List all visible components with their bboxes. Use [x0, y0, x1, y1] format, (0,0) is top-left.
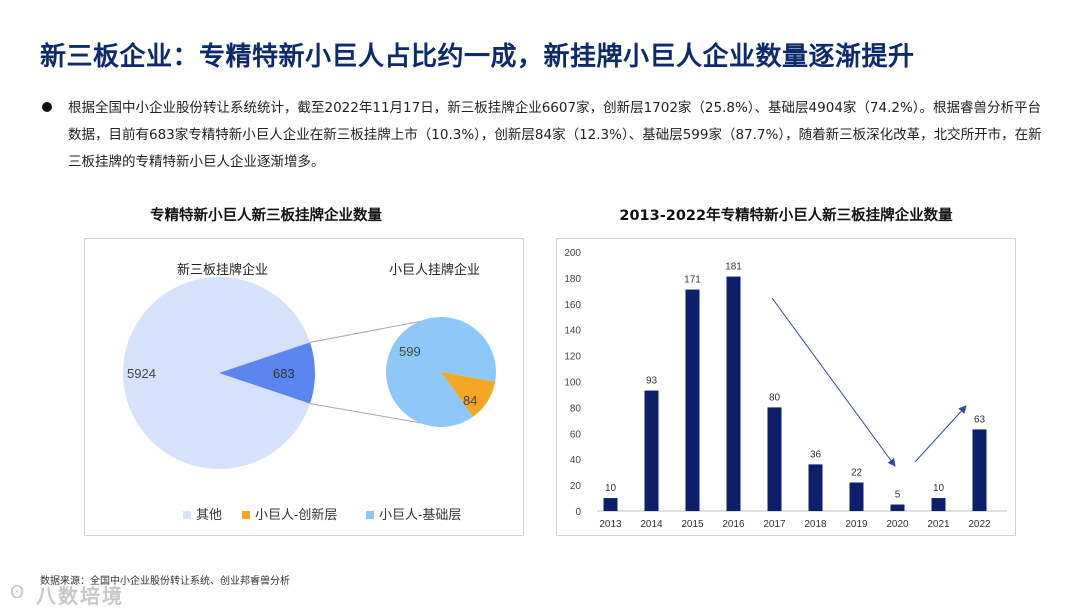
- y-tick-label: 60: [570, 429, 582, 440]
- bar-value-label: 36: [810, 449, 822, 460]
- bar: [644, 390, 659, 511]
- bar: [685, 289, 700, 511]
- bar-value-label: 10: [933, 483, 945, 494]
- x-tick-label: 2020: [886, 519, 909, 530]
- bar-value-label: 63: [974, 414, 986, 425]
- bullet-paragraph: 根据全国中小企业股份转让系统统计，截至2022年11月17日，新三板挂牌企业66…: [42, 95, 1052, 176]
- bar-chart-svg: 0 20 40 60 80 100 120 140 160 180 200 10 2013 93 2014 1…: [564, 248, 1007, 530]
- x-tick-label: 2022: [968, 519, 991, 530]
- x-tick-label: 2014: [640, 519, 663, 530]
- bar-chart-title: 2013-2022年专精特新小巨人新三板挂牌企业数量: [619, 208, 953, 224]
- pie-label-xiaojuren: 683: [273, 366, 295, 381]
- bar-value-label: 93: [646, 376, 658, 387]
- data-source-note: 数据来源：全国中小企业股份转让系统、创业邦睿兽分析: [40, 576, 290, 587]
- x-tick-label: 2018: [804, 519, 827, 530]
- y-tick-label: 80: [570, 403, 582, 414]
- legend-label: 其他: [196, 507, 222, 522]
- pie-label-chuangxinceng: 84: [463, 393, 477, 408]
- pie-connector-line: [309, 403, 434, 426]
- pie-slice-other: [123, 277, 310, 469]
- bar: [849, 482, 864, 511]
- bar: [603, 498, 618, 511]
- bar-value-label: 181: [725, 262, 742, 273]
- bar-value-label: 10: [605, 483, 617, 494]
- bar: [726, 276, 741, 511]
- y-tick-label: 180: [564, 274, 581, 285]
- legend-label: 小巨人-创新层: [255, 507, 337, 522]
- bar-value-label: 5: [895, 490, 901, 501]
- bar: [972, 429, 987, 511]
- pie-sub-label: 小巨人挂牌企业: [389, 263, 481, 278]
- y-tick-label: 100: [564, 378, 581, 389]
- bar-value-label: 80: [769, 392, 781, 403]
- page-title: 新三板企业：专精特新小巨人占比约一成，新挂牌小巨人企业数量逐渐提升: [40, 42, 915, 72]
- bar: [931, 498, 946, 511]
- bar: [890, 504, 905, 511]
- pie-chart-panel: 新三板挂牌企业 小巨人挂牌企业 5924 683 599 84 其他 小巨人-创新层 小巨人…: [84, 238, 524, 536]
- pie-slice-chuangxinceng: [441, 372, 496, 417]
- y-tick-label: 120: [564, 352, 581, 363]
- legend-swatch: [366, 511, 374, 519]
- pie-main-label: 新三板挂牌企业: [177, 263, 269, 278]
- pie-label-jichuceng: 599: [399, 344, 421, 359]
- legend-swatch: [183, 511, 191, 519]
- y-tick-label: 160: [564, 300, 581, 311]
- trend-arrow-down: [771, 297, 896, 467]
- y-tick-label: 140: [564, 326, 581, 337]
- legend-label: 小巨人-基础层: [379, 507, 461, 522]
- x-tick-label: 2017: [763, 519, 786, 530]
- x-tick-label: 2021: [927, 519, 950, 530]
- bar-value-label: 171: [684, 275, 701, 286]
- pie-chart-svg: 5924 683 599 84 其他 小巨人-创新层 小巨人-基础层: [123, 277, 496, 522]
- watermark-text: 八数培境: [36, 584, 124, 608]
- bullet-dot-icon: [42, 102, 52, 112]
- x-tick-label: 2019: [845, 519, 868, 530]
- y-tick-label: 0: [575, 507, 581, 518]
- pie-label-other: 5924: [127, 366, 156, 381]
- bullet-text: 根据全国中小企业股份转让系统统计，截至2022年11月17日，新三板挂牌企业66…: [68, 100, 1042, 170]
- pie-slice-jichuceng: [385, 317, 496, 427]
- pie-connector-line: [309, 318, 434, 343]
- x-tick-label: 2016: [722, 519, 745, 530]
- legend-swatch: [242, 511, 250, 519]
- pie-chart-title: 专精特新小巨人新三板挂牌企业数量: [150, 208, 382, 224]
- pie-slice-xiaojuren: [219, 342, 315, 404]
- bar-value-label: 22: [851, 468, 863, 479]
- watermark-logo-icon: ʘ: [10, 582, 25, 603]
- trend-arrow-up: [914, 405, 967, 463]
- bar-chart-panel: 0 20 40 60 80 100 120 140 160 180 200 10 2013 93 2014 1…: [556, 238, 1016, 536]
- bar: [808, 464, 823, 511]
- bar: [767, 407, 782, 511]
- x-tick-label: 2015: [681, 519, 704, 530]
- x-tick-label: 2013: [599, 519, 622, 530]
- y-tick-label: 40: [570, 455, 582, 466]
- y-tick-label: 20: [570, 481, 582, 492]
- y-tick-label: 200: [564, 248, 581, 259]
